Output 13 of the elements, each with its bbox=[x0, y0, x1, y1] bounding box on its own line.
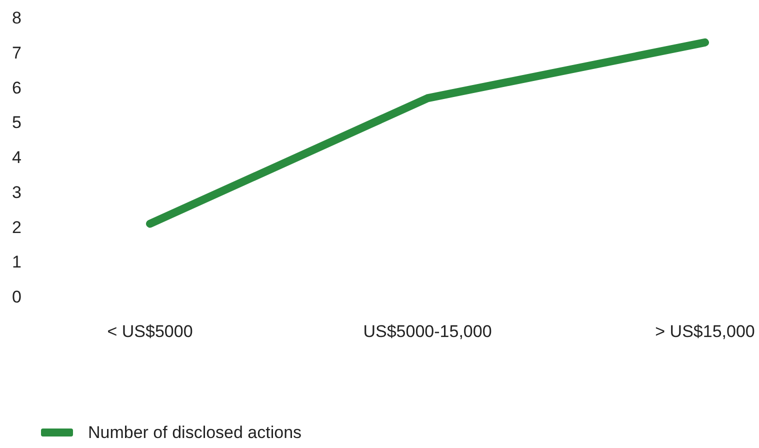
y-tick-label: 3 bbox=[12, 182, 22, 202]
x-tick-label: > US$15,000 bbox=[655, 322, 755, 341]
x-tick-label: US$5000-15,000 bbox=[363, 322, 492, 341]
legend-label: Number of disclosed actions bbox=[88, 423, 302, 442]
y-tick-label: 1 bbox=[12, 252, 22, 272]
y-tick-label: 5 bbox=[12, 113, 22, 132]
y-tick-label: 8 bbox=[12, 8, 22, 28]
x-tick-label: < US$5000 bbox=[107, 322, 193, 341]
y-tick-label: 7 bbox=[12, 43, 22, 62]
y-tick-label: 6 bbox=[12, 78, 22, 98]
y-tick-label: 4 bbox=[12, 148, 22, 167]
y-tick-label: 2 bbox=[12, 218, 22, 237]
y-tick-label: 0 bbox=[12, 288, 22, 306]
